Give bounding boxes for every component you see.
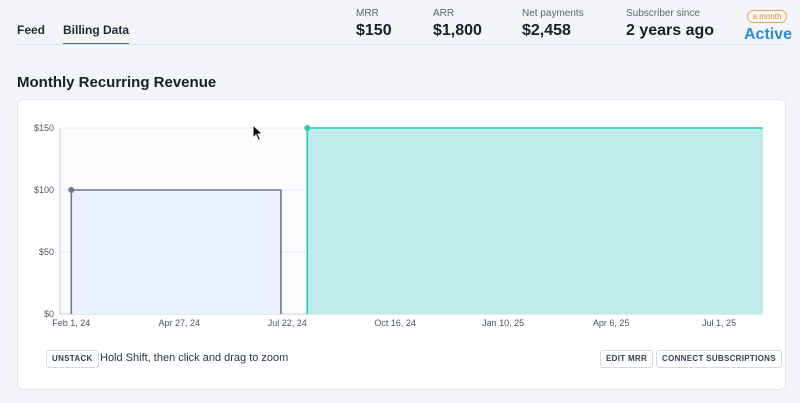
mouse-cursor-icon bbox=[252, 124, 264, 142]
chart-area[interactable]: $150 $100 $50 $0 Feb 1, 24 Apr 27, 24 Jul 22,… bbox=[18, 100, 785, 340]
unstack-button[interactable]: UNSTACK bbox=[46, 350, 99, 368]
y-tick-label: $50 bbox=[39, 247, 54, 257]
metric-subscriber-since: Subscriber since 2 years ago bbox=[626, 8, 714, 40]
y-tick-label: $100 bbox=[34, 185, 54, 195]
subscription-status: a month Active bbox=[744, 6, 793, 44]
x-axis: Feb 1, 24 Apr 27, 24 Jul 22, 24 Oct 16, 24 J… bbox=[52, 313, 763, 328]
series-point bbox=[304, 125, 311, 131]
metric-value: $2,458 bbox=[522, 22, 571, 39]
x-tick-label: Apr 6, 25 bbox=[593, 318, 630, 328]
series-point bbox=[68, 187, 75, 193]
metric-value: $1,800 bbox=[433, 22, 482, 39]
y-axis: $150 $100 $50 $0 bbox=[34, 123, 61, 319]
metric-label: Net payments bbox=[522, 8, 584, 19]
y-tick-label: $150 bbox=[34, 123, 54, 133]
section-title: Monthly Recurring Revenue bbox=[17, 74, 217, 91]
header-divider bbox=[16, 44, 784, 45]
metric-arr: ARR $1,800 bbox=[433, 8, 482, 40]
x-tick-label: Apr 27, 24 bbox=[158, 318, 200, 328]
series-area bbox=[307, 128, 763, 314]
x-tick-label: Feb 1, 24 bbox=[52, 318, 90, 328]
metric-label: MRR bbox=[356, 8, 379, 19]
series-line bbox=[70, 189, 282, 314]
edit-mrr-button[interactable]: EDIT MRR bbox=[600, 350, 654, 368]
x-tick-label: Oct 16, 24 bbox=[374, 318, 416, 328]
metric-net-payments: Net payments $2,458 bbox=[522, 8, 584, 40]
mrr-chart-card: $150 $100 $50 $0 Feb 1, 24 Apr 27, 24 Jul 22,… bbox=[17, 99, 786, 390]
chart-plot bbox=[68, 125, 763, 314]
top-bar: Feed Billing Data MRR $150 ARR $1,800 Ne… bbox=[0, 0, 800, 45]
metric-label: ARR bbox=[433, 8, 455, 19]
connect-subscriptions-button[interactable]: CONNECT SUBSCRIPTIONS bbox=[656, 350, 782, 368]
x-tick-label: Jul 22, 24 bbox=[268, 318, 307, 328]
metric-label: Subscriber since bbox=[626, 8, 700, 19]
y-tick-label: $0 bbox=[44, 309, 54, 319]
metric-value: 2 years ago bbox=[626, 22, 715, 39]
series-area bbox=[71, 190, 281, 314]
tab-feed[interactable]: Feed bbox=[17, 23, 46, 37]
mrr-chart[interactable]: $150 $100 $50 $0 Feb 1, 24 Apr 27, 24 Jul 22,… bbox=[18, 100, 785, 340]
metric-mrr: MRR $150 bbox=[356, 8, 392, 40]
billing-interval-badge: a month bbox=[746, 10, 788, 23]
status-text: Active bbox=[744, 26, 793, 43]
x-tick-label: Jan 10, 25 bbox=[482, 318, 524, 328]
zoom-hint: Hold Shift, then click and drag to zoom bbox=[100, 352, 289, 364]
metric-value: $150 bbox=[356, 22, 392, 39]
x-tick-label: Jul 1, 25 bbox=[702, 318, 736, 328]
tab-billing-data[interactable]: Billing Data bbox=[63, 23, 130, 45]
